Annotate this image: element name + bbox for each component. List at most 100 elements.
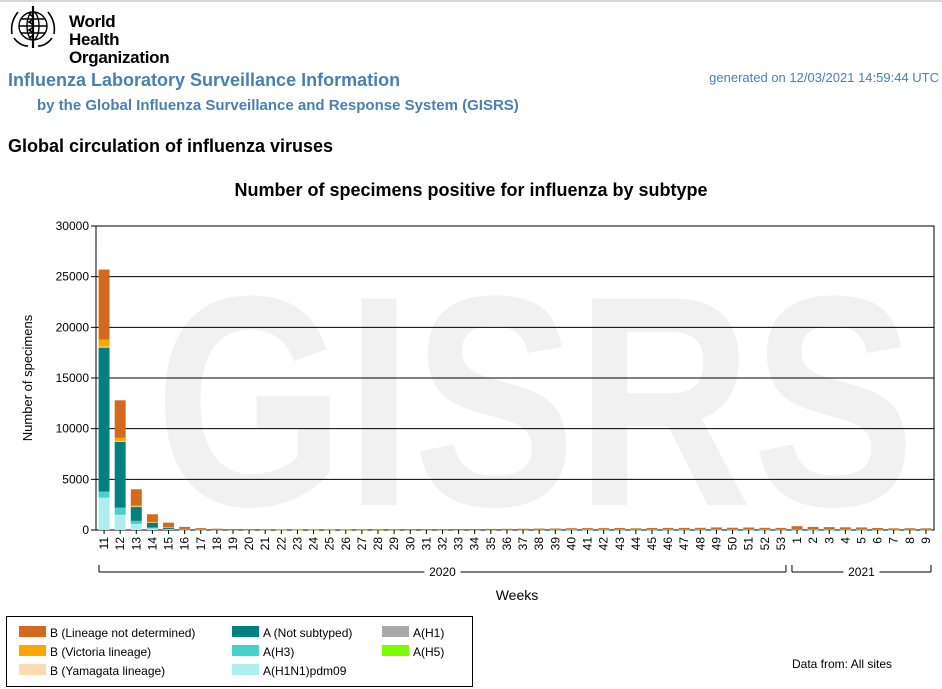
x-tick-label: 41 [581,537,595,551]
bar-segment [582,529,593,531]
legend-label: A(H5) [413,644,445,659]
page-title: Influenza Laboratory Surveillance Inform… [8,70,401,90]
legend-label: B (Victoria lineage) [50,644,152,659]
bar-segment [163,527,174,528]
bar-segment [839,529,851,531]
x-tick-label: 34 [468,537,482,551]
x-tick-label: 39 [548,537,562,551]
x-tick-label: 33 [452,537,466,551]
who-emblem-icon [10,6,56,48]
bar-segment [807,529,819,530]
legend-item: A(H1N1)pdm09 [232,662,346,678]
bar-segment [114,441,126,508]
x-tick-label: 42 [597,537,611,551]
bar-segment [888,529,900,531]
x-tick-label: 48 [693,537,707,551]
bar-segment [114,441,126,442]
x-tick-label: 9 [919,537,933,544]
bar-segment [856,529,867,531]
bar-segment [549,529,561,531]
bar-segment [114,514,126,530]
bar-segment [469,528,481,530]
bar-segment [743,527,755,530]
x-tick-label: 32 [435,537,449,551]
bar-segment [195,529,207,531]
bar-segment [179,526,191,529]
x-tick-label: 24 [307,537,321,551]
page-subtitle: by the Global Influenza Surveillance and… [37,97,519,114]
bar-segment [130,520,142,524]
x-tick-label: 52 [758,537,772,551]
bar-segment [308,529,320,530]
bar-segment [146,522,158,528]
bar-segment [839,527,851,530]
legend-swatch [382,645,409,657]
bar-segment [130,489,142,506]
who-logo[interactable]: World Health Organization [6,4,170,67]
legend-swatch [19,645,46,657]
bar-segment [211,529,223,531]
y-tick-label: 30000 [56,219,90,233]
bar-segment [501,529,513,531]
legend-item: A (Not subtyped) [232,624,352,640]
x-tick-label: 50 [726,537,740,551]
bar-segment [243,529,255,531]
bar-segment [259,529,271,531]
x-tick-label: 43 [613,537,627,551]
bar-segment [710,527,722,530]
x-tick-label: 16 [178,537,192,551]
bar-segment [146,522,158,523]
x-tick-label: 46 [661,537,675,551]
bar-segment [130,505,142,507]
x-tick-label: 27 [355,537,369,551]
year-label: 2020 [429,565,456,579]
x-tick-label: 7 [887,537,901,544]
x-tick-label: 11 [97,537,111,550]
bar-segment [372,529,384,530]
y-tick-label: 15000 [56,371,90,385]
x-tick-label: 44 [629,537,643,551]
x-tick-label: 20 [242,537,256,551]
bar-segment [98,497,110,530]
bar-segment [904,528,916,530]
bar-segment [469,529,481,531]
bar-segment [114,437,126,442]
x-tick-label: 1 [790,537,804,544]
bar-segment [130,506,142,508]
bar-segment [163,527,174,529]
bar-segment [356,529,368,530]
top-border-line [0,0,942,2]
bar-segment [324,529,336,530]
bar-segment [517,529,529,531]
bar-segment [146,514,158,522]
bar-segment [130,506,142,521]
bar-segment [598,528,610,530]
bar-segment [630,528,642,530]
y-axis-label: Number of specimens [20,314,35,441]
bar-segment [678,527,690,530]
bar-segment [662,529,674,531]
bar-segment [872,529,884,531]
who-logo-line2: Organization [69,48,170,67]
bar-segment [163,529,174,530]
x-tick-label: 47 [677,537,691,551]
x-tick-label: 45 [645,537,659,551]
bar-segment [195,528,207,530]
bar-segment [694,527,706,530]
x-tick-label: 3 [822,537,836,544]
legend-label: A (Not subtyped) [263,625,353,640]
bar-segment [404,529,416,530]
bar-segment [437,529,448,530]
bar-segment [98,339,110,347]
x-tick-label: 12 [113,537,127,551]
x-axis-label: Weeks [496,587,539,603]
bar-segment [646,529,658,531]
plot-border [95,225,935,531]
x-tick-label: 2 [806,537,820,544]
legend-item: B (Lineage not determined) [19,624,195,640]
bar-segment [662,527,674,530]
bar-segment [549,528,561,530]
bar-segment [211,528,223,530]
bar-segment [904,529,916,531]
legend-swatch [232,664,259,676]
